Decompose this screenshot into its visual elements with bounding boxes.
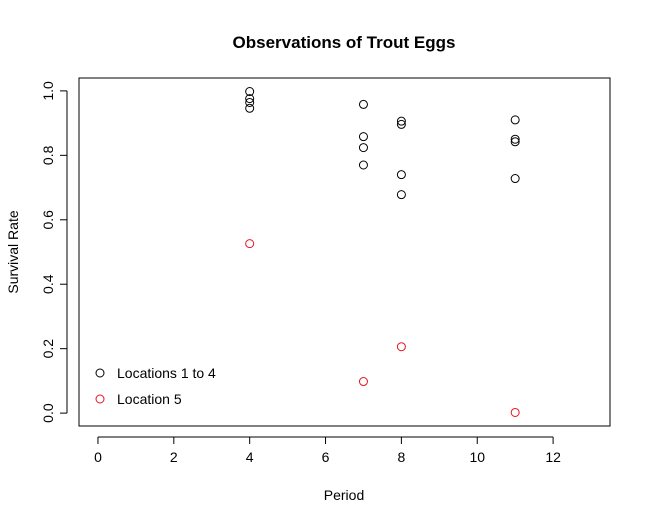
data-point bbox=[396, 190, 406, 200]
y-tick-label: 0.8 bbox=[40, 145, 56, 165]
x-tick-label: 12 bbox=[545, 449, 561, 465]
legend: Locations 1 to 4 Location 5 bbox=[95, 365, 216, 407]
x-tick-label: 2 bbox=[170, 449, 178, 465]
chart-title: Observations of Trout Eggs bbox=[233, 33, 456, 52]
y-tick-label: 0.4 bbox=[40, 274, 56, 294]
legend-marker bbox=[95, 394, 105, 404]
x-tick-label: 0 bbox=[94, 449, 102, 465]
data-point bbox=[245, 94, 255, 104]
data-point bbox=[396, 170, 406, 180]
x-tick-label: 10 bbox=[469, 449, 485, 465]
data-point bbox=[358, 99, 368, 109]
data-point bbox=[510, 407, 520, 417]
data-point bbox=[358, 132, 368, 142]
y-axis-label: Survival Rate bbox=[5, 210, 21, 293]
x-tick-label: 8 bbox=[397, 449, 405, 465]
y-tick-label: 0.0 bbox=[40, 403, 56, 423]
x-axis: 0 2 4 6 8 10 12 bbox=[94, 436, 561, 465]
series-1 bbox=[245, 87, 520, 200]
data-point bbox=[245, 239, 255, 249]
plot-frame bbox=[78, 77, 611, 427]
data-points bbox=[245, 87, 520, 417]
legend-label: Locations 1 to 4 bbox=[117, 365, 216, 381]
y-tick-label: 0.2 bbox=[40, 339, 56, 359]
data-point bbox=[510, 174, 520, 184]
data-point bbox=[396, 342, 406, 352]
y-axis: 0.0 0.2 0.4 0.6 0.8 1.0 bbox=[40, 81, 68, 423]
data-point bbox=[510, 134, 520, 144]
data-point bbox=[510, 137, 520, 147]
x-tick-label: 6 bbox=[322, 449, 330, 465]
legend-marker bbox=[95, 368, 105, 378]
data-point bbox=[358, 160, 368, 170]
x-axis-label: Period bbox=[324, 487, 364, 503]
data-point bbox=[358, 377, 368, 387]
x-tick-label: 4 bbox=[246, 449, 254, 465]
data-point bbox=[396, 116, 406, 126]
data-point bbox=[396, 119, 406, 129]
data-point bbox=[245, 103, 255, 113]
data-point bbox=[510, 115, 520, 125]
data-point bbox=[245, 97, 255, 107]
legend-label: Location 5 bbox=[117, 391, 182, 407]
data-point bbox=[358, 143, 368, 153]
y-tick-label: 1.0 bbox=[40, 81, 56, 101]
series-2 bbox=[245, 239, 520, 417]
data-point bbox=[245, 87, 255, 97]
y-tick-label: 0.6 bbox=[40, 210, 56, 230]
